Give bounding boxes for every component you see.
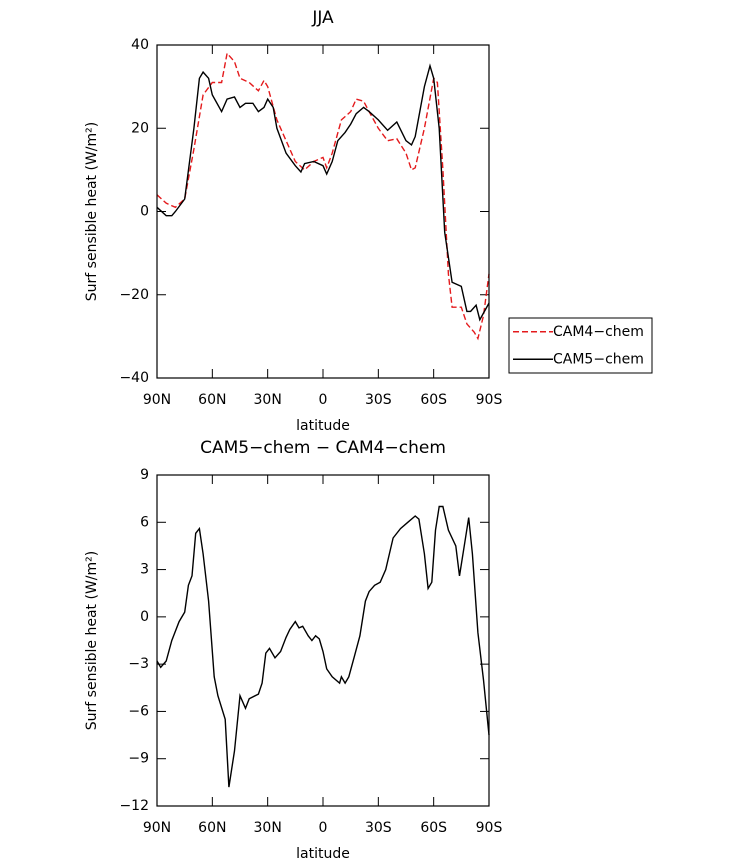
y-tick-label: 40 — [131, 37, 149, 53]
y-tick-label: −12 — [119, 798, 149, 814]
x-tick-label: 60S — [420, 820, 447, 836]
x-tick-label: 30S — [365, 392, 392, 408]
y-tick-label: 3 — [140, 562, 149, 578]
y-axis-label: Surf sensible heat (W/m²) — [84, 122, 100, 301]
y-tick-label: −3 — [128, 656, 149, 672]
series-line — [156, 63, 490, 322]
x-axis-label: latitude — [296, 846, 350, 862]
y-tick-label: −20 — [119, 287, 149, 303]
x-tick-label: 90S — [476, 392, 503, 408]
x-tick-label: 30S — [365, 820, 392, 836]
x-axis-label: latitude — [296, 418, 350, 434]
series-line — [156, 505, 490, 788]
y-tick-label: 0 — [140, 609, 149, 625]
x-tick-label: 90N — [143, 820, 171, 836]
y-axis-label: Surf sensible heat (W/m²) — [84, 551, 100, 730]
x-tick-label: 60N — [198, 392, 226, 408]
x-tick-label: 0 — [319, 392, 328, 408]
plot-frame — [156, 474, 490, 807]
plot-frame — [156, 44, 490, 379]
y-tick-label: 0 — [140, 204, 149, 220]
x-tick-label: 60S — [420, 392, 447, 408]
x-tick-label: 0 — [319, 820, 328, 836]
x-tick-label: 30N — [254, 392, 282, 408]
legend-label: CAM5−chem — [553, 351, 644, 367]
y-tick-label: 9 — [140, 467, 149, 483]
x-tick-label: 90S — [476, 820, 503, 836]
x-tick-label: 90N — [143, 392, 171, 408]
y-tick-label: 6 — [140, 514, 149, 530]
series-line — [156, 51, 490, 341]
y-tick-label: −40 — [119, 370, 149, 386]
chart-title: CAM5−chem − CAM4−chem — [200, 438, 446, 458]
y-tick-label: −9 — [128, 751, 149, 767]
chart-title: JJA — [311, 8, 334, 28]
y-tick-label: −6 — [128, 703, 149, 719]
y-tick-label: 20 — [131, 120, 149, 136]
x-tick-label: 60N — [198, 820, 226, 836]
x-tick-label: 30N — [254, 820, 282, 836]
legend-label: CAM4−chem — [553, 324, 644, 340]
legend-box — [508, 317, 653, 374]
